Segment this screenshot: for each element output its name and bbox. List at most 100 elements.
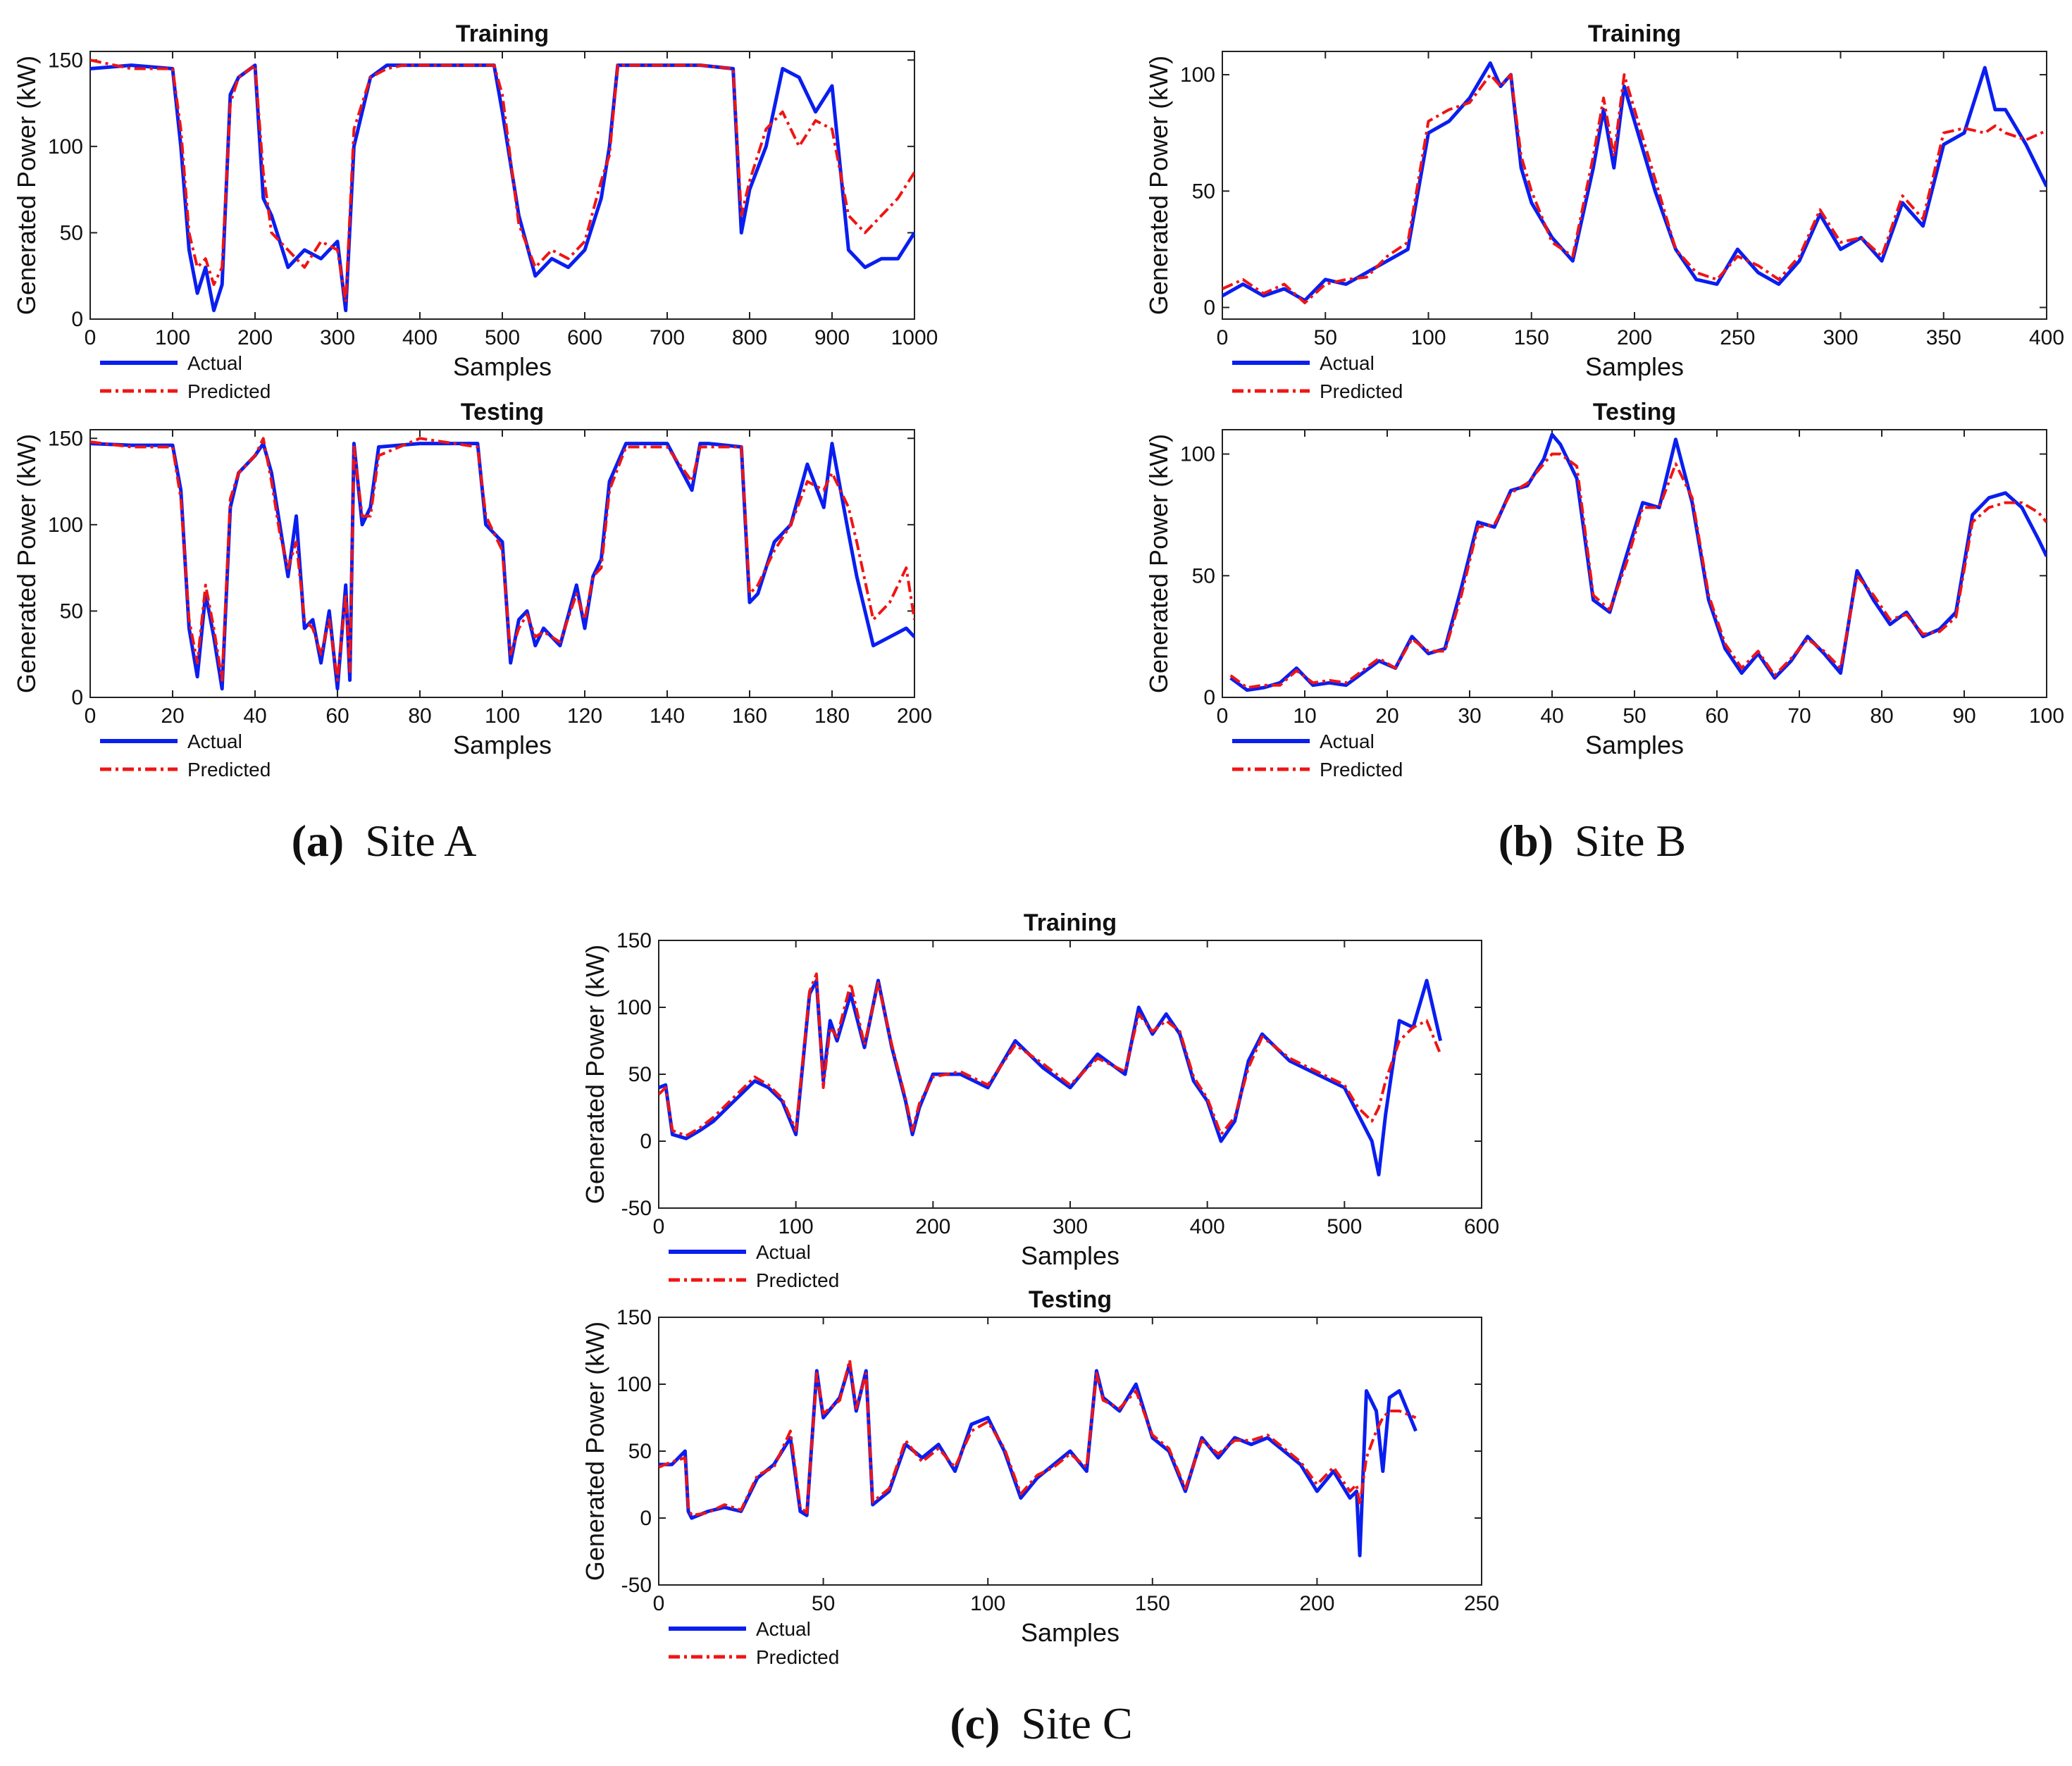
siteC-training-ytick-label: 150 [616,929,652,952]
siteA-testing-series-predicted [90,437,914,682]
siteB-training-xtick-label: 200 [1617,326,1652,349]
siteA-training-xtick-label: 900 [814,326,850,349]
siteA-training-xtick-label: 500 [485,326,520,349]
siteB-testing-ytick-label: 0 [1203,686,1215,709]
siteA-training-plot-frame [89,51,915,320]
siteA-testing-ytick-label: 50 [60,599,83,623]
caption-b-text: Site B [1575,816,1686,866]
siteC-training-series-actual [659,978,1443,1176]
siteC-training-ytick-label: -50 [621,1197,652,1220]
siteA-training-xtick-label: 600 [567,326,602,349]
siteC-testing-legend-actual-label: Actual [756,1618,811,1640]
siteB-training-xtick-label: 300 [1823,326,1858,349]
siteB-training-xtick-label: 100 [1410,326,1446,349]
siteC-training-ylabel: Generated Power (kW) [581,945,609,1204]
siteA-training-ylabel: Generated Power (kW) [12,56,41,315]
siteC-training-xtick-label: 200 [915,1215,950,1238]
siteB-training-plot-frame [1222,51,2047,320]
siteB-training-legend-actual-label: Actual [1320,352,1375,374]
siteC-testing-xtick-label: 100 [970,1592,1005,1615]
siteC-testing-ytick-label: 0 [640,1507,652,1530]
caption-a-letter: (a) [292,816,345,866]
siteC-training-ytick-label: 50 [628,1063,652,1086]
siteB-training-xtick-label: 150 [1514,326,1549,349]
siteB-training-xtick-label: 50 [1314,326,1337,349]
siteA-testing-xtick-label: 40 [243,704,266,728]
siteA-training-xtick-label: 700 [650,326,685,349]
caption-c-letter: (c) [950,1698,1000,1748]
siteA-training-ytick-label: 0 [71,308,83,331]
siteC-training-title: Training [1024,909,1117,936]
siteC-training-xtick-label: 0 [653,1215,665,1238]
siteB-testing-xtick-label: 90 [1952,704,1975,728]
siteB-testing-xtick-label: 0 [1217,704,1229,728]
siteA-training-ytick-label: 150 [48,49,83,72]
siteB-testing-legend-actual-label: Actual [1320,730,1375,752]
siteA-training-xtick-label: 400 [402,326,438,349]
siteB-testing-xtick-label: 70 [1787,704,1811,728]
siteC-testing-xlabel: Samples [1021,1618,1119,1647]
siteC-testing-xtick-label: 200 [1299,1592,1334,1615]
siteC-training-xlabel: Samples [1021,1241,1119,1270]
siteA-training-xtick-label: 200 [237,326,273,349]
siteA-training-title: Training [456,20,549,47]
siteA-training-xlabel: Samples [453,352,552,381]
siteB-testing-xtick-label: 10 [1293,704,1316,728]
siteA-testing-xtick-label: 20 [161,704,184,728]
siteB-training-xtick-label: 250 [1720,326,1755,349]
siteB-training-ytick-label: 0 [1203,296,1215,319]
siteB-training-xlabel: Samples [1585,352,1684,381]
siteA-testing-ytick-label: 100 [48,514,83,537]
siteA-testing-xtick-label: 180 [814,704,850,728]
siteB-testing-xtick-label: 80 [1870,704,1893,728]
siteC-training-xtick-label: 300 [1053,1215,1088,1238]
siteB-testing-xtick-label: 30 [1458,704,1481,728]
siteA-training-ytick-label: 100 [48,135,83,158]
siteA-testing-xtick-label: 60 [325,704,349,728]
caption-b-letter: (b) [1499,816,1553,866]
siteC-training-ytick-label: 0 [640,1130,652,1153]
siteA-testing-xlabel: Samples [453,730,552,759]
caption-b: (b) Site B [1499,816,1686,866]
siteB-training-ytick-label: 100 [1180,63,1215,87]
siteC-training-legend-actual-label: Actual [756,1241,811,1263]
siteC-training-plot-frame [658,940,1482,1209]
siteA-training-xtick-label: 1000 [891,326,938,349]
siteA-testing-xtick-label: 120 [567,704,602,728]
siteA-testing-xtick-label: 0 [85,704,97,728]
siteB-training-ylabel: Generated Power (kW) [1144,56,1173,315]
siteA-testing-ytick-label: 150 [48,427,83,450]
siteB-testing-xtick-label: 50 [1623,704,1646,728]
siteB-training-series-predicted [1222,73,2047,304]
siteB-testing-panel: Testing 0 10 20 30 40 50 60 70 80 90 100 0 50 100 Sampl… [1144,399,2064,781]
siteB-testing-ytick-label: 50 [1192,564,1215,587]
siteC-testing-legend-predicted-label: Predicted [756,1646,839,1668]
siteA-training-series-predicted [90,58,914,304]
caption-c-text: Site C [1021,1698,1132,1748]
siteA-training-xtick-label: 800 [732,326,767,349]
siteB-testing-ytick-label: 100 [1180,443,1215,466]
siteC-testing-ytick-label: -50 [621,1574,652,1597]
siteA-testing-xtick-label: 140 [650,704,685,728]
siteA-testing-xtick-label: 100 [485,704,520,728]
siteA-testing-xtick-label: 80 [408,704,431,728]
siteB-testing-xtick-label: 20 [1375,704,1398,728]
siteB-testing-xlabel: Samples [1585,730,1684,759]
siteA-training-ytick-label: 50 [60,221,83,244]
siteC-training-xtick-label: 100 [778,1215,814,1238]
siteC-testing-xtick-label: 50 [812,1592,835,1615]
siteB-testing-xtick-label: 100 [2029,704,2064,728]
siteC-training-xtick-label: 500 [1327,1215,1362,1238]
siteA-training-legend-predicted-label: Predicted [187,380,271,402]
siteB-testing-plot-frame [1222,429,2047,698]
siteC-training-ytick-label: 100 [616,996,652,1019]
siteC-testing-xtick-label: 250 [1464,1592,1499,1615]
siteC-training-legend-predicted-label: Predicted [756,1269,839,1291]
siteB-training-legend-predicted-label: Predicted [1320,380,1403,402]
siteB-training-ytick-label: 50 [1192,180,1215,203]
siteB-training-panel: Training 0 50 100 150 200 250 300 350 400 0 50 100 Sa… [1144,20,2064,402]
